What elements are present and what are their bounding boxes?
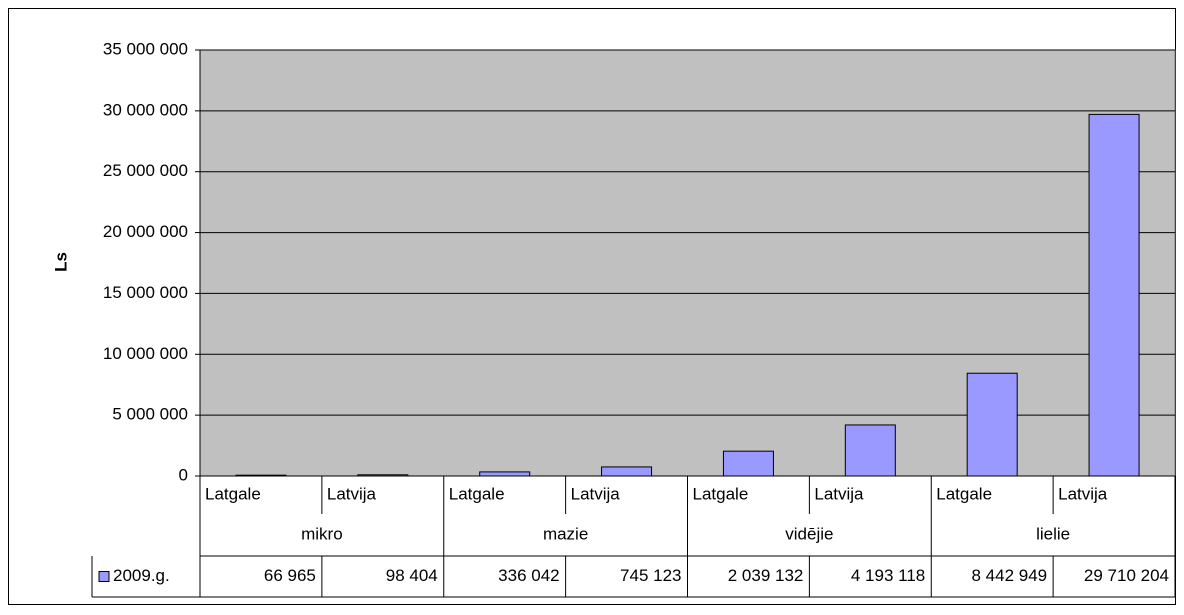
y-tick-label: 10 000 000 — [103, 344, 188, 363]
bar — [357, 474, 409, 477]
y-tick-label: 35 000 000 — [103, 39, 188, 58]
y-tick-label: 30 000 000 — [103, 100, 188, 119]
x-tick-label: Latvija — [327, 484, 377, 503]
group-label: mikro — [301, 524, 343, 543]
group-label: mazie — [543, 524, 588, 543]
bar — [722, 450, 774, 477]
x-tick-label: Latgale — [449, 484, 505, 503]
group-label: lielie — [1036, 524, 1070, 543]
x-tick-label: Latvija — [571, 484, 621, 503]
data-table-value: 98 404 — [386, 566, 438, 585]
bar — [966, 372, 1018, 477]
y-axis-title: Ls — [51, 252, 70, 272]
x-tick-label: Latgale — [205, 484, 261, 503]
data-table-value: 336 042 — [498, 566, 559, 585]
data-table-value: 29 710 204 — [1084, 566, 1169, 585]
bar — [479, 471, 531, 477]
y-tick-label: 0 — [179, 465, 188, 484]
data-table-value: 8 442 949 — [971, 566, 1047, 585]
plot-area — [199, 49, 1176, 477]
x-tick-label: Latgale — [693, 484, 749, 503]
bar — [1088, 113, 1140, 477]
bar — [235, 474, 287, 477]
y-tick-label: 25 000 000 — [103, 161, 188, 180]
data-table-value: 745 123 — [620, 566, 681, 585]
data-table-value: 4 193 118 — [851, 566, 925, 585]
data-table-value: 66 965 — [264, 566, 316, 585]
y-tick-label: 15 000 000 — [103, 283, 188, 302]
legend-label: 2009.g. — [113, 566, 170, 585]
legend-swatch — [98, 571, 110, 582]
data-table-value: 2 039 132 — [728, 566, 804, 585]
x-tick-label: Latvija — [814, 484, 864, 503]
bar — [601, 466, 653, 477]
x-tick-label: Latgale — [936, 484, 992, 503]
group-label: vidējie — [785, 524, 833, 543]
bar — [844, 424, 896, 477]
y-tick-label: 20 000 000 — [103, 222, 188, 241]
x-tick-label: Latvija — [1058, 484, 1108, 503]
y-tick-label: 5 000 000 — [112, 405, 188, 424]
